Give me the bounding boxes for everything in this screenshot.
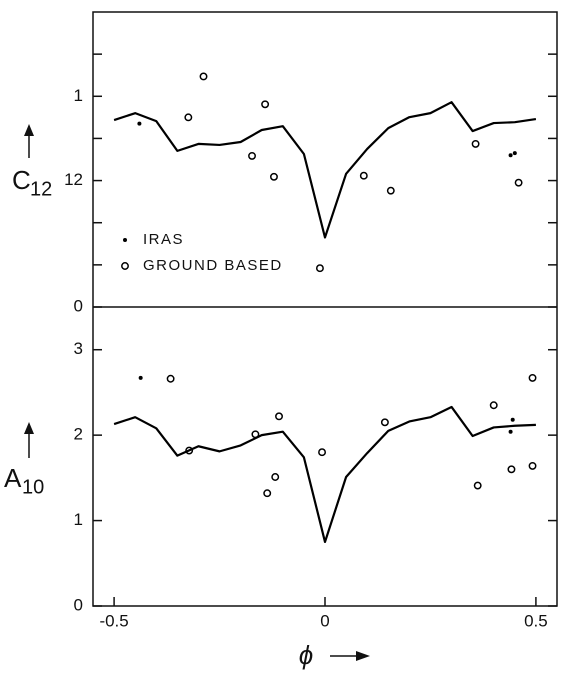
ground-point — [528, 461, 537, 470]
ground-point — [271, 473, 280, 481]
y-axis-label-sub: 12 — [30, 178, 52, 200]
ground-point — [248, 151, 256, 160]
iras-point — [508, 153, 513, 158]
y-tick-label: 3 — [74, 339, 83, 358]
ground-point — [184, 113, 193, 122]
ground-point — [185, 446, 194, 455]
ground-point — [386, 186, 395, 195]
y-axis-label: C — [12, 165, 31, 195]
ground-point — [261, 100, 270, 109]
iras-point — [512, 151, 517, 156]
y-tick-label: 0 — [74, 595, 83, 614]
legend-marker — [121, 262, 129, 270]
ground-point — [270, 172, 278, 181]
y-tick-label: 0 — [74, 296, 83, 315]
ground-point — [315, 264, 324, 273]
ground-point — [473, 481, 482, 490]
iras-point — [510, 417, 515, 422]
x-tick-label: 0 — [320, 611, 329, 630]
y-axis-label-sub: 10 — [22, 476, 44, 498]
model-line — [113, 405, 536, 544]
ground-point — [166, 374, 175, 383]
ground-point — [359, 171, 368, 180]
iras-point — [508, 429, 513, 434]
y-tick-label: 12 — [64, 170, 83, 189]
x-tick-label: 0.5 — [524, 611, 548, 630]
y-tick-label: 1 — [74, 86, 83, 105]
y-axis-label: A — [4, 463, 22, 493]
plot-frame — [92, 11, 558, 607]
ground-point — [471, 139, 480, 148]
ground-point — [199, 72, 208, 81]
ground-point — [318, 448, 326, 457]
x-tick-label: -0.5 — [99, 611, 128, 630]
ground-point — [514, 178, 523, 187]
iras-point — [138, 375, 143, 380]
y-tick-label: 1 — [74, 510, 83, 529]
y-tick-label: 2 — [74, 425, 83, 444]
ground-point — [489, 401, 498, 410]
model-line — [113, 101, 537, 239]
ground-point — [275, 412, 283, 421]
legend-label: GROUND BASED — [143, 257, 283, 274]
ground-point — [528, 373, 537, 382]
x-axis-label: ϕ — [299, 640, 313, 670]
ground-point — [263, 489, 272, 498]
legend-marker — [123, 238, 127, 242]
legend-label: IRAS — [143, 231, 184, 248]
ground-point — [507, 465, 516, 474]
ground-point — [380, 418, 389, 427]
ground-point — [251, 430, 260, 439]
axis-arrows — [24, 124, 370, 661]
iras-point — [137, 121, 142, 126]
